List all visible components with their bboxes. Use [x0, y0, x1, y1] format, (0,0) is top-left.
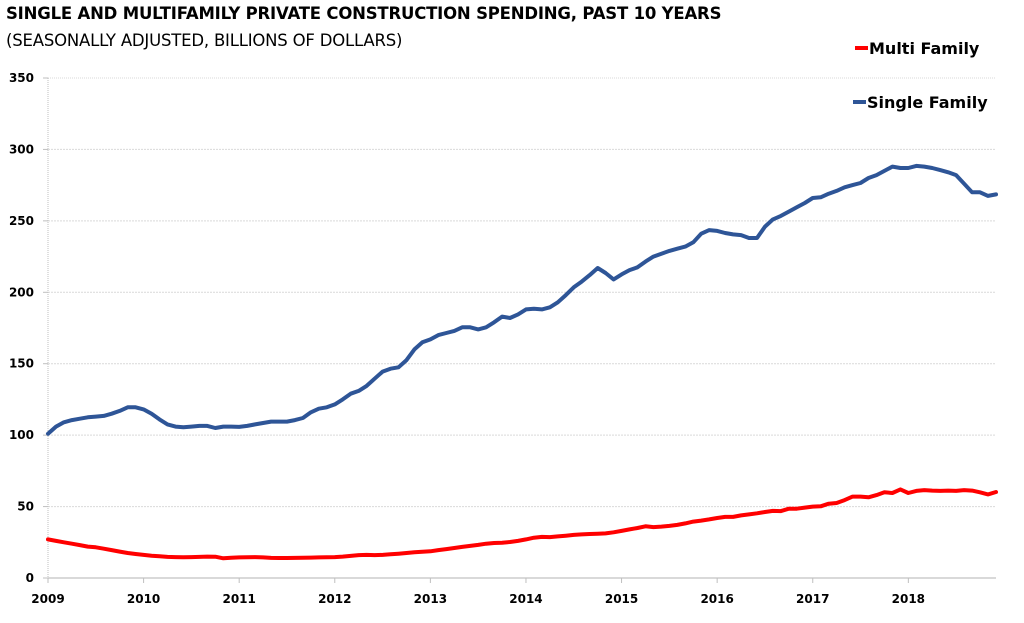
legend: Multi Family Single Family [853, 39, 988, 112]
gridlines [48, 77, 996, 508]
legend-label-multi-family: Multi Family [869, 39, 980, 58]
legend-item-multi-family: Multi Family [855, 39, 980, 58]
x-tick-label: 2010 [127, 592, 160, 606]
y-tick-label: 250 [9, 214, 34, 228]
legend-label-single-family: Single Family [867, 93, 988, 112]
x-tick-label: 2015 [605, 592, 638, 606]
series-lines [46, 163, 998, 561]
y-tick-label: 0 [26, 571, 34, 585]
x-tick-label: 2016 [700, 592, 733, 606]
series-line-single-family [46, 163, 998, 436]
x-tick-label: 2012 [318, 592, 351, 606]
y-tick-label: 350 [9, 71, 34, 85]
x-axis: 2009 2010 2011 2012 2013 2014 2015 2016 2017 2018 [31, 577, 996, 606]
x-tick-label: 2009 [31, 592, 64, 606]
x-tick-label: 2014 [509, 592, 542, 606]
x-tick-label: 2011 [222, 592, 255, 606]
y-tick-label: 150 [9, 357, 34, 371]
y-axis: 0 50 100 150 200 250 300 350 [9, 71, 49, 585]
series-line-multi-family [46, 487, 998, 561]
y-tick-label: 300 [9, 142, 34, 156]
chart-title: SINGLE AND MULTIFAMILY PRIVATE CONSTRUCT… [6, 4, 722, 23]
y-tick-label: 50 [17, 500, 34, 514]
x-tick-label: 2018 [892, 592, 925, 606]
y-tick-label: 100 [9, 428, 34, 442]
chart-subtitle: (SEASONALLY ADJUSTED, BILLIONS OF DOLLAR… [6, 31, 403, 50]
x-tick-label: 2017 [796, 592, 829, 606]
x-tick-label: 2013 [414, 592, 447, 606]
legend-item-single-family: Single Family [853, 93, 988, 112]
y-tick-label: 200 [9, 285, 34, 299]
